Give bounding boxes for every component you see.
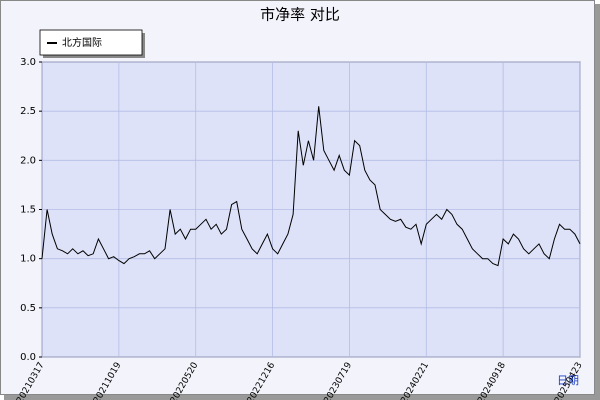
shadow: [595, 4, 600, 400]
y-tick-label: 2.0: [20, 155, 36, 166]
chart-title: 市净率 对比: [260, 6, 340, 24]
y-tick-label: 2.5: [20, 106, 36, 117]
line: [41, 106, 581, 267]
y-tick-label: 1.5: [20, 205, 36, 216]
y-tick-label: 0.0: [20, 352, 36, 363]
x-axis-label: 日期: [557, 374, 579, 387]
y-tick-label: 0.5: [20, 303, 36, 314]
legend-label: 北方国际: [62, 36, 102, 49]
y-tick-label: 1.0: [20, 254, 36, 265]
shadow: [4, 395, 600, 400]
y-tick-label: 3.0: [20, 57, 36, 68]
